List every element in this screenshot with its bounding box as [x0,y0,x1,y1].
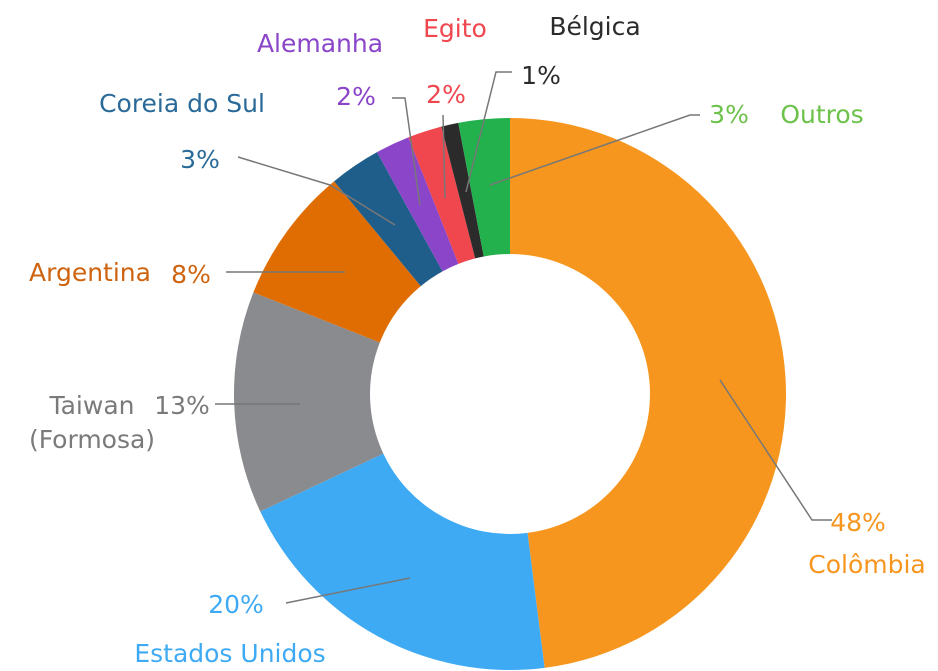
value-label: 20% [208,590,264,619]
value-label: 2% [426,80,466,109]
category-label: Colômbia [808,550,926,579]
leader-line [285,577,411,604]
category-label: Coreia do Sul [99,89,265,118]
donut-slice [253,181,421,343]
value-label: 13% [154,391,210,420]
leader-line [465,71,512,193]
value-label: 2% [336,82,376,111]
donut-slice [441,122,484,259]
donut-slice [510,118,787,668]
leader-line [237,156,396,226]
leader-line [489,114,700,186]
leader-line [719,379,832,521]
donut-slice [408,126,476,264]
category-label: Argentina [29,258,151,287]
donut-slice [234,292,384,512]
donut-slice [334,152,443,287]
donut-slice [260,453,545,670]
value-label: 3% [709,100,749,129]
value-label: 3% [180,145,220,174]
category-label: Egito [423,14,487,43]
leader-line [392,97,421,206]
value-label: 8% [171,260,211,289]
category-label: Bélgica [549,12,641,41]
category-label: Outros [780,100,864,129]
leader-line [442,114,446,199]
value-label: 1% [521,61,561,90]
donut-slice [377,137,459,272]
category-label: Estados Unidos [134,639,326,668]
donut-slice [458,118,510,257]
category-label: Alemanha [256,29,384,58]
category-label: Taiwan (Formosa) [28,391,156,454]
value-label: 48% [830,508,886,537]
